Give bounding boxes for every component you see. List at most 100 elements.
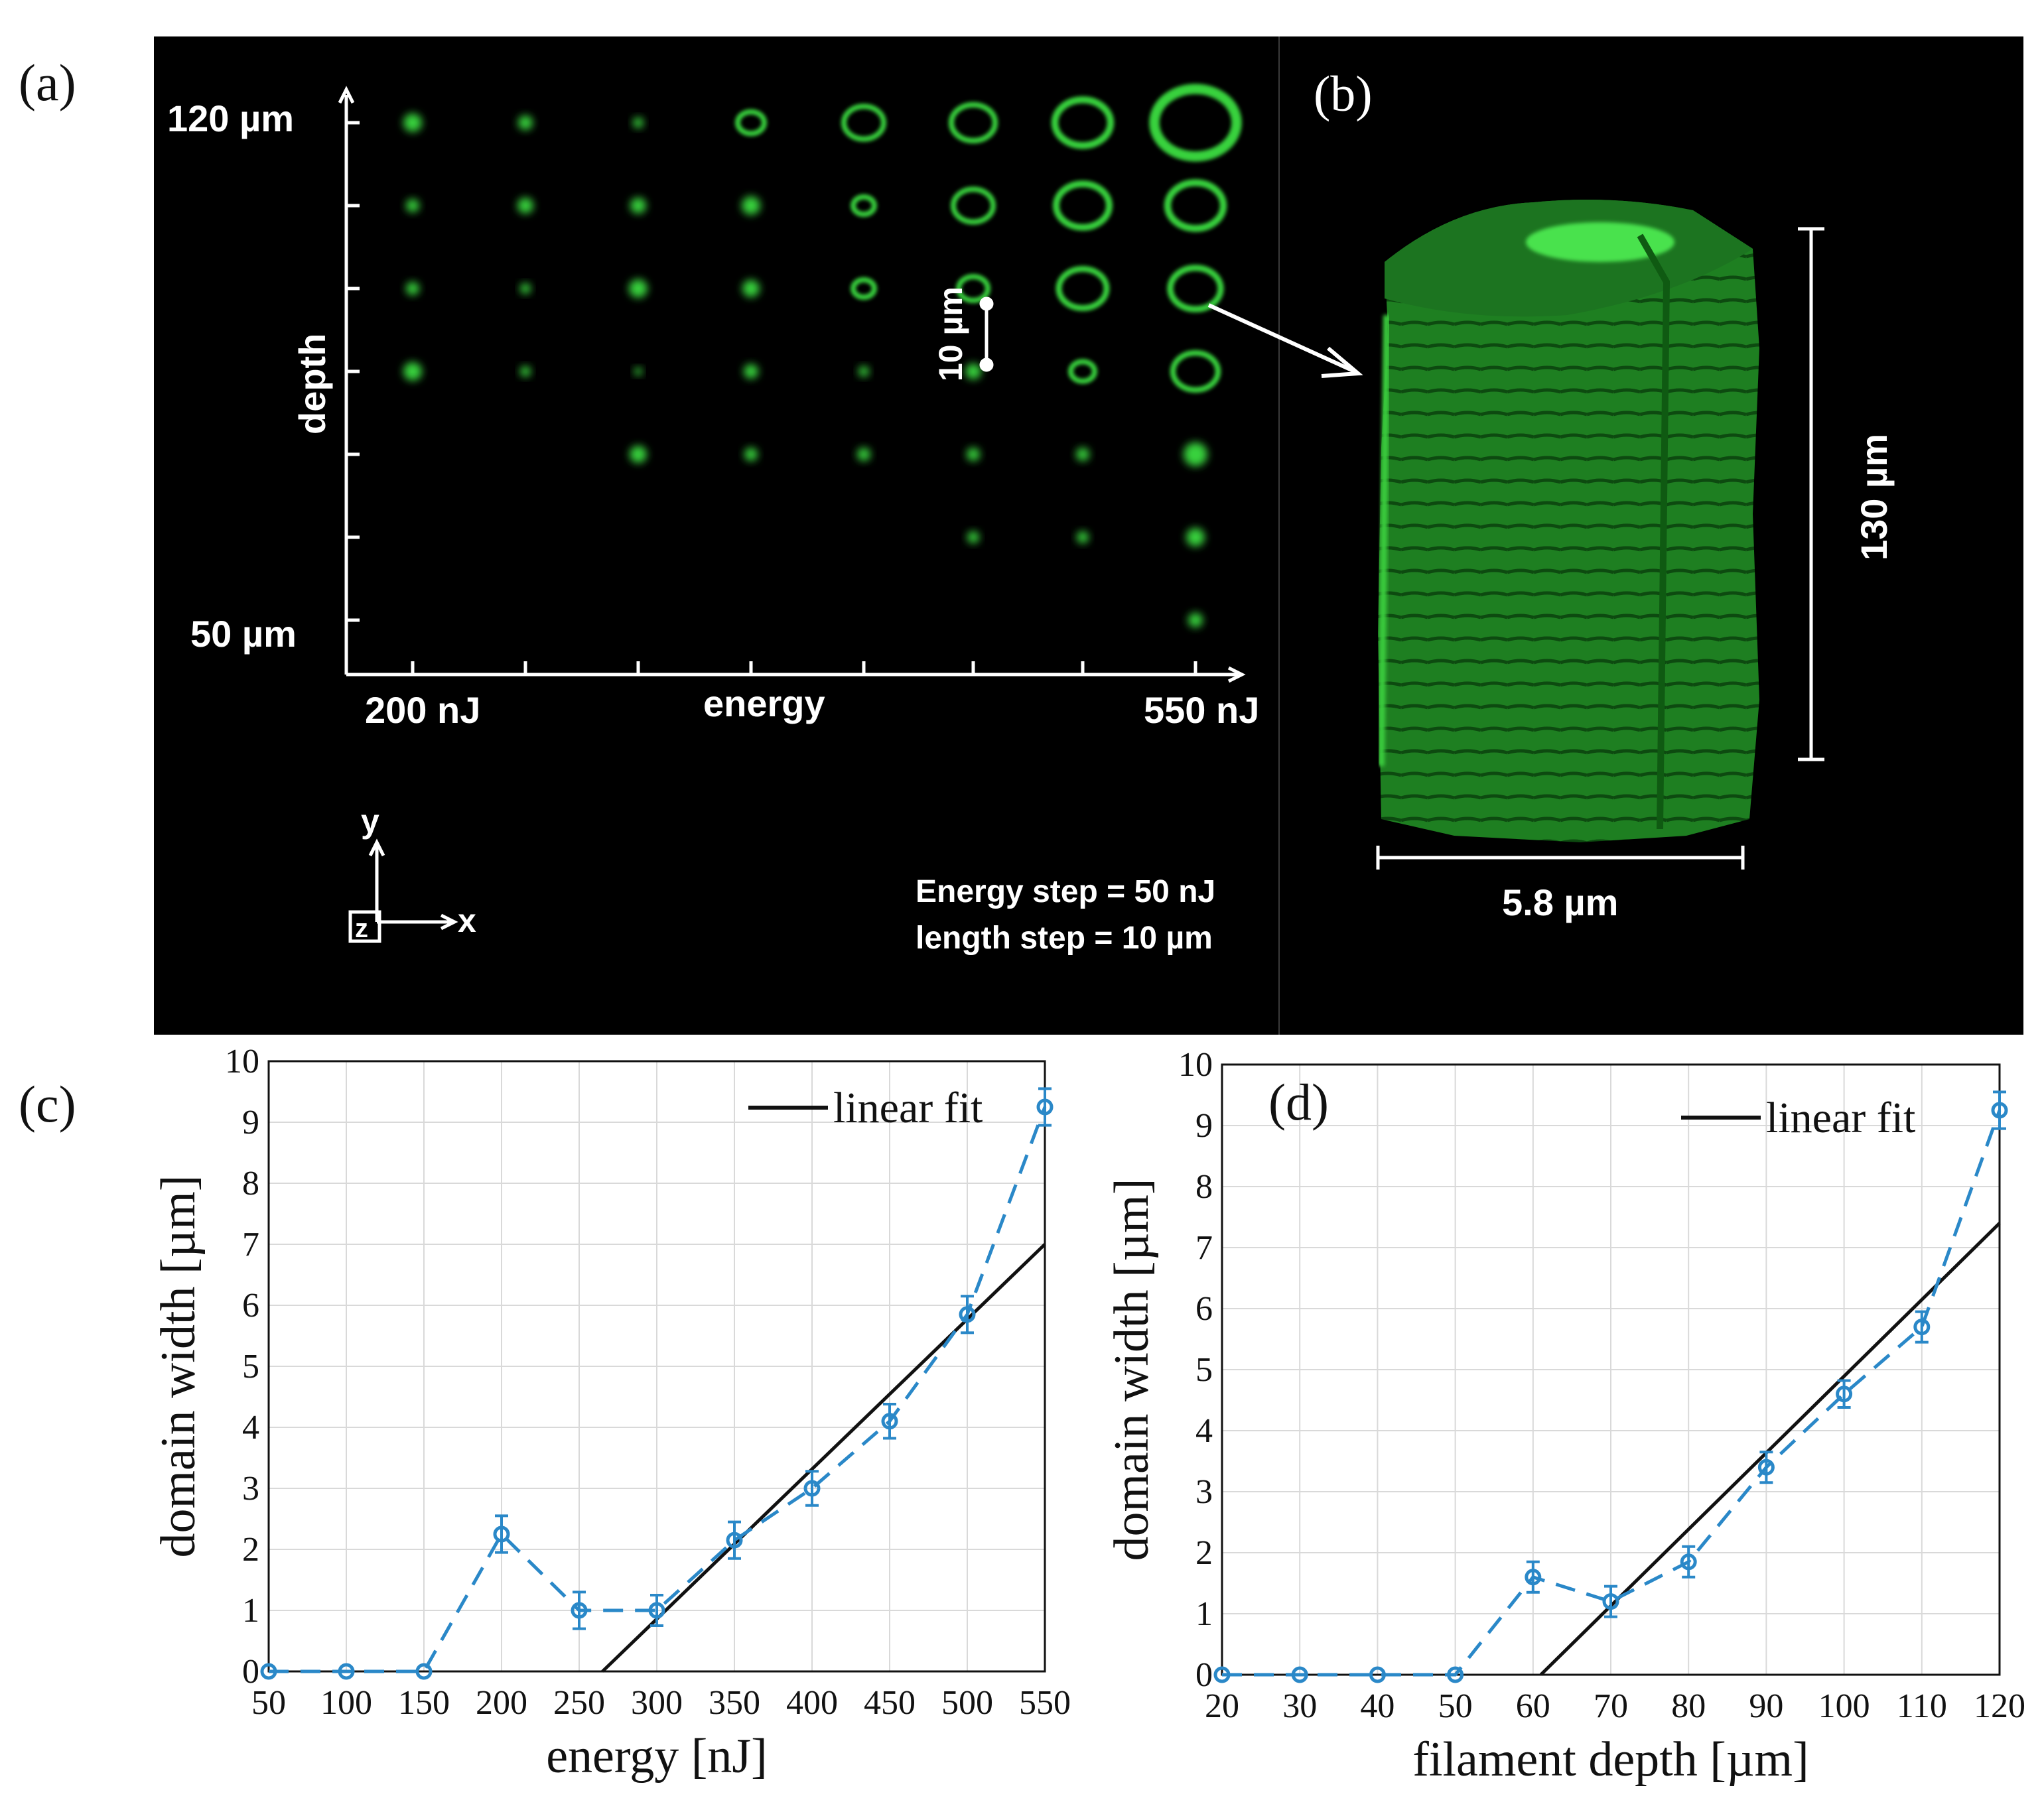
pointer-arrow xyxy=(1207,303,1363,378)
data-point xyxy=(881,1413,898,1430)
x-tick-label: 40 xyxy=(1360,1687,1395,1725)
data-point xyxy=(1447,1666,1464,1683)
plot-frame xyxy=(267,1060,1046,1673)
energy-axis-label: energy xyxy=(703,682,825,724)
coordinate-axes-icon xyxy=(348,838,458,943)
fluorescent-spot xyxy=(633,117,644,128)
x-tick-label: 50 xyxy=(251,1684,286,1722)
fluorescent-ring xyxy=(1164,179,1227,232)
fluorescent-spot xyxy=(1188,613,1203,627)
energy-right-label: 550 nJ xyxy=(1144,689,1259,731)
fluorescent-spot xyxy=(965,363,981,379)
x-axis-label: filament depth [µm] xyxy=(1412,1732,1808,1787)
fluorescent-ring xyxy=(1149,84,1242,162)
x-tick-label: 400 xyxy=(786,1684,838,1722)
scale-bar-label: 10 µm xyxy=(932,287,969,381)
fluorescent-spot xyxy=(629,279,647,298)
fluorescent-spot xyxy=(858,366,869,377)
fluorescent-spot xyxy=(742,196,760,215)
x-tick-label: 90 xyxy=(1749,1687,1783,1725)
data-point xyxy=(571,1602,588,1619)
x-tick-label: 110 xyxy=(1897,1687,1947,1725)
chart-c: 50 100 150 200 250 300 350 400 450 500 550 0 1 2 3 4 5 6 7… xyxy=(0,1035,1075,1815)
x-tick-label: 30 xyxy=(1282,1687,1317,1725)
height-scale-bar xyxy=(1798,227,1824,761)
x-tick-label: 80 xyxy=(1671,1687,1706,1725)
fluorescent-spot xyxy=(744,448,758,461)
fluorescent-spot xyxy=(967,448,980,461)
x-tick-label: 100 xyxy=(1818,1687,1870,1725)
fluorescent-spot xyxy=(406,199,419,212)
x-axis-label: energy [nJ] xyxy=(546,1729,768,1784)
y-tick-label: 8 xyxy=(1195,1168,1213,1206)
fluorescent-spot xyxy=(967,531,979,543)
fluorescent-spot xyxy=(1076,448,1089,461)
y-tick-label: 9 xyxy=(1195,1107,1213,1145)
data-point xyxy=(726,1531,743,1549)
data-point xyxy=(1680,1553,1697,1571)
x-tick-label: 100 xyxy=(320,1684,372,1722)
y-tick-label: 9 xyxy=(242,1104,259,1141)
data-point xyxy=(1913,1319,1931,1336)
fluorescent-ring xyxy=(735,109,767,137)
fluorescent-ring xyxy=(1056,265,1110,312)
panel-label-a: (a) xyxy=(19,54,76,111)
fluorescent-spot xyxy=(520,283,531,294)
x-tick-label: 550 xyxy=(1019,1684,1071,1722)
domain-3d-render xyxy=(1378,200,1759,842)
y-tick-label: 1 xyxy=(242,1592,259,1630)
y-tick-label: 5 xyxy=(242,1348,259,1386)
fluorescent-spot xyxy=(744,364,758,379)
data-point xyxy=(959,1306,976,1323)
y-tick-label: 6 xyxy=(242,1287,259,1325)
panel-label-c: (c) xyxy=(19,1075,76,1133)
fluorescent-spot xyxy=(520,366,531,377)
axis-y-label: y xyxy=(361,803,379,840)
data-point xyxy=(1213,1666,1231,1683)
y-axis-label: domain width [µm] xyxy=(151,1175,206,1557)
x-tick-label: 450 xyxy=(864,1684,916,1722)
depth-axis xyxy=(338,86,1246,683)
fluorescent-ring xyxy=(851,194,877,218)
data-point xyxy=(1525,1569,1542,1586)
fluorescent-spot xyxy=(1077,531,1089,543)
y-tick-label: 7 xyxy=(1195,1229,1213,1267)
fluorescent-spot xyxy=(1184,442,1207,466)
data-point xyxy=(1291,1666,1308,1683)
y-tick-label: 0 xyxy=(242,1653,259,1691)
data-point xyxy=(1369,1666,1386,1683)
fluorescent-ring xyxy=(851,277,877,300)
panel-label-d: (d) xyxy=(1268,1073,1329,1131)
fluorescent-spot xyxy=(518,115,533,130)
y-tick-label: 10 xyxy=(225,1043,259,1080)
data-point xyxy=(1991,1102,2008,1119)
x-tick-label: 250 xyxy=(553,1684,605,1722)
depth-bottom-label: 50 µm xyxy=(190,613,297,655)
fluorescent-spot xyxy=(403,113,422,132)
data-point xyxy=(338,1663,355,1680)
y-tick-label: 0 xyxy=(1195,1656,1213,1694)
fluorescent-spot xyxy=(1186,528,1205,547)
y-tick-label: 5 xyxy=(1195,1351,1213,1389)
y-tick-label: 2 xyxy=(242,1531,259,1569)
fluorescent-ring xyxy=(841,103,886,142)
y-tick-label: 3 xyxy=(1195,1473,1213,1511)
y-tick-label: 8 xyxy=(242,1165,259,1202)
x-tick-label: 70 xyxy=(1594,1687,1628,1725)
fluorescent-spot xyxy=(406,282,419,295)
measured-series-line xyxy=(1222,1110,2002,1677)
fluorescent-ring xyxy=(1167,265,1224,312)
measured-series-line xyxy=(269,1106,1047,1673)
y-axis-label: domain width [µm] xyxy=(1105,1178,1159,1561)
depth-top-label: 120 µm xyxy=(167,97,294,139)
width-scale-bar xyxy=(1376,846,1745,870)
fluorescent-spot xyxy=(517,198,533,214)
linear-fit-line xyxy=(601,1243,1046,1673)
fluorescent-ring xyxy=(1051,96,1115,149)
fluorescent-ring xyxy=(948,101,998,144)
x-tick-label: 350 xyxy=(709,1684,760,1722)
data-point xyxy=(415,1663,433,1680)
note-length-step: length step = 10 µm xyxy=(916,921,1213,956)
x-tick-label: 200 xyxy=(476,1684,527,1722)
fluorescent-spot xyxy=(634,367,642,375)
